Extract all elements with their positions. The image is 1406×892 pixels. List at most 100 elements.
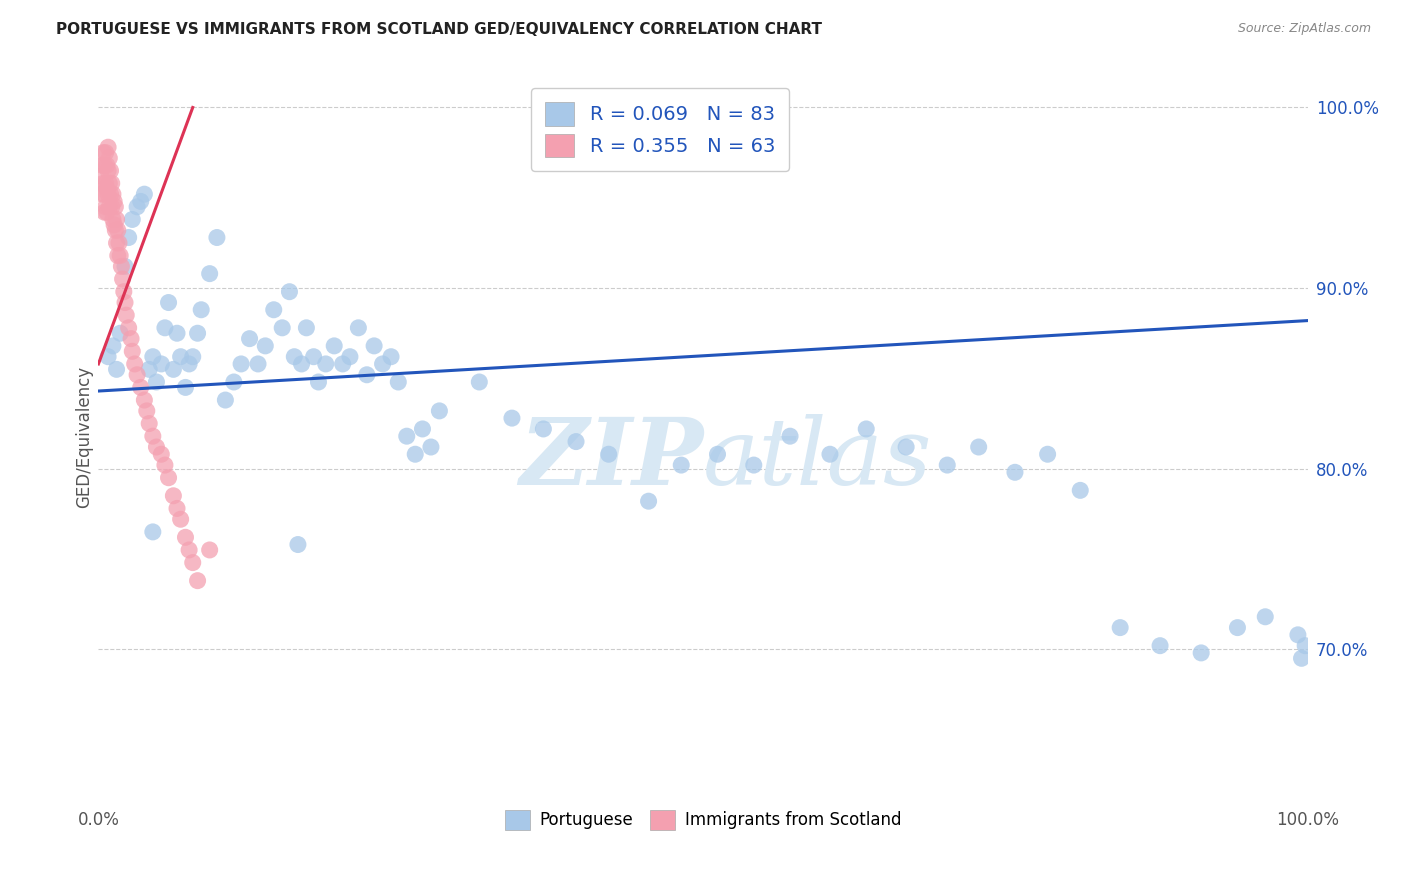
Point [121, 212, 143, 227]
Point [91, 145, 114, 160]
Point [134, 392, 156, 407]
Text: PORTUGUESE VS IMMIGRANTS FROM SCOTLAND GED/EQUIVALENCY CORRELATION CHART: PORTUGUESE VS IMMIGRANTS FROM SCOTLAND G… [56, 22, 823, 37]
Point [108, 326, 131, 341]
Point [315, 357, 337, 371]
Point [1291, 651, 1313, 665]
Point [1069, 483, 1091, 498]
Point [114, 295, 136, 310]
Point [135, 404, 157, 418]
Point [295, 321, 318, 335]
Point [124, 357, 146, 371]
Text: atlas: atlas [703, 414, 932, 504]
Point [162, 362, 184, 376]
Point [94, 200, 117, 214]
Point [411, 422, 433, 436]
Point [1149, 639, 1171, 653]
Point [347, 321, 370, 335]
Point [169, 512, 191, 526]
Point [162, 489, 184, 503]
Point [101, 212, 124, 227]
Point [356, 368, 378, 382]
Point [110, 260, 132, 274]
Point [308, 375, 330, 389]
Point [134, 187, 156, 202]
Point [90, 169, 112, 183]
Point [247, 357, 270, 371]
Point [1109, 621, 1132, 635]
Point [779, 429, 801, 443]
Point [103, 194, 125, 209]
Point [501, 411, 523, 425]
Point [671, 458, 693, 472]
Point [93, 205, 115, 219]
Point [271, 321, 294, 335]
Point [150, 447, 173, 461]
Point [100, 163, 122, 178]
Point [187, 326, 209, 341]
Point [96, 205, 118, 219]
Point [142, 350, 165, 364]
Point [1294, 639, 1316, 653]
Text: Source: ZipAtlas.com: Source: ZipAtlas.com [1237, 22, 1371, 36]
Point [96, 158, 118, 172]
Point [531, 422, 554, 436]
Point [169, 350, 191, 364]
Point [214, 392, 236, 407]
Point [598, 447, 620, 461]
Point [1226, 621, 1249, 635]
Point [179, 543, 201, 558]
Point [98, 177, 121, 191]
Point [150, 357, 173, 371]
Point [157, 471, 180, 485]
Point [104, 200, 127, 214]
Point [97, 163, 120, 178]
Y-axis label: GED/Equivalency: GED/Equivalency [75, 366, 93, 508]
Point [129, 380, 152, 394]
Point [138, 417, 160, 431]
Point [91, 158, 114, 172]
Point [967, 440, 990, 454]
Point [104, 223, 127, 237]
Point [181, 350, 204, 364]
Point [855, 422, 877, 436]
Point [97, 350, 120, 364]
Point [239, 332, 262, 346]
Point [100, 177, 122, 191]
Legend: Portuguese, Immigrants from Scotland: Portuguese, Immigrants from Scotland [496, 801, 910, 838]
Point [283, 350, 305, 364]
Point [339, 350, 361, 364]
Point [181, 556, 204, 570]
Point [118, 321, 141, 335]
Point [93, 158, 115, 172]
Point [166, 501, 188, 516]
Point [229, 357, 252, 371]
Point [98, 151, 121, 165]
Point [706, 447, 728, 461]
Point [174, 530, 197, 544]
Point [101, 339, 124, 353]
Point [127, 368, 149, 382]
Point [101, 187, 124, 202]
Point [105, 235, 128, 250]
Point [97, 187, 120, 202]
Point [96, 182, 118, 196]
Point [105, 362, 128, 376]
Point [93, 187, 115, 202]
Point [290, 357, 312, 371]
Point [287, 537, 309, 551]
Point [371, 357, 394, 371]
Point [107, 223, 129, 237]
Point [1189, 646, 1212, 660]
Point [254, 339, 277, 353]
Point [174, 380, 197, 394]
Point [108, 235, 131, 250]
Point [198, 543, 221, 558]
Point [278, 285, 301, 299]
Point [100, 200, 122, 214]
Point [97, 140, 120, 154]
Point [198, 267, 221, 281]
Point [98, 200, 121, 214]
Point [468, 375, 491, 389]
Point [118, 230, 141, 244]
Point [187, 574, 209, 588]
